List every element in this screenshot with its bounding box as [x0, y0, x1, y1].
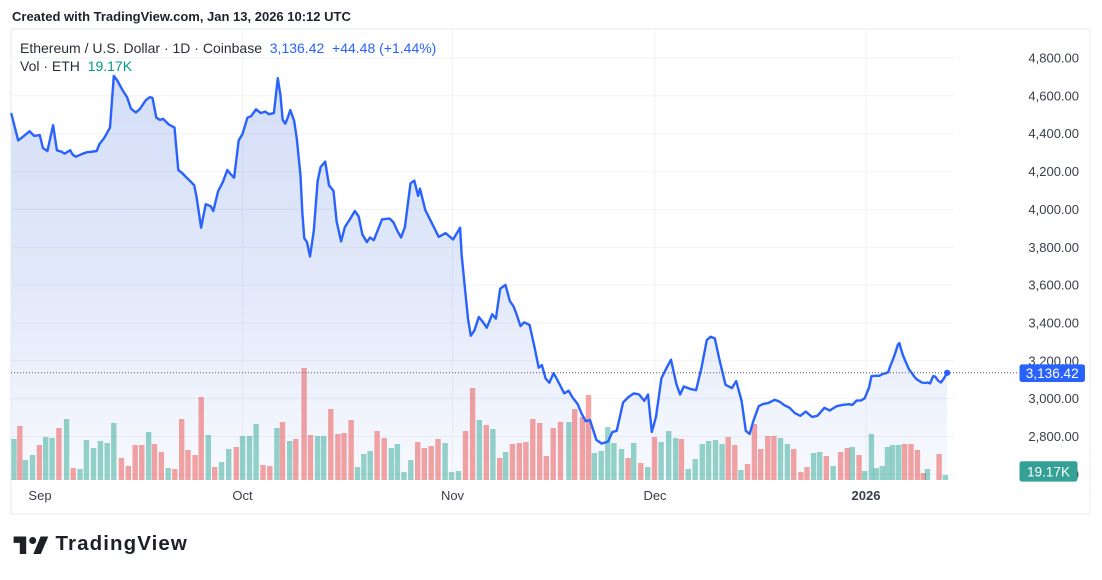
svg-text:2026: 2026	[852, 488, 881, 503]
svg-text:Nov: Nov	[441, 488, 465, 503]
svg-text:4,200.00: 4,200.00	[1028, 164, 1079, 179]
svg-text:4,600.00: 4,600.00	[1028, 88, 1079, 103]
svg-text:3,136.42: 3,136.42	[1026, 366, 1079, 381]
svg-text:3,000.00: 3,000.00	[1028, 391, 1079, 406]
svg-text:4,400.00: 4,400.00	[1028, 126, 1079, 141]
svg-text:2,800.00: 2,800.00	[1028, 429, 1079, 444]
svg-text:4,800.00: 4,800.00	[1028, 51, 1079, 66]
svg-text:Oct: Oct	[232, 488, 253, 503]
svg-text:4,000.00: 4,000.00	[1028, 202, 1079, 217]
svg-text:Dec: Dec	[643, 488, 667, 503]
svg-text:3,600.00: 3,600.00	[1028, 278, 1079, 293]
svg-text:3,800.00: 3,800.00	[1028, 240, 1079, 255]
svg-text:Sep: Sep	[28, 488, 51, 503]
svg-text:3,400.00: 3,400.00	[1028, 315, 1079, 330]
svg-text:19.17K: 19.17K	[1027, 464, 1070, 479]
